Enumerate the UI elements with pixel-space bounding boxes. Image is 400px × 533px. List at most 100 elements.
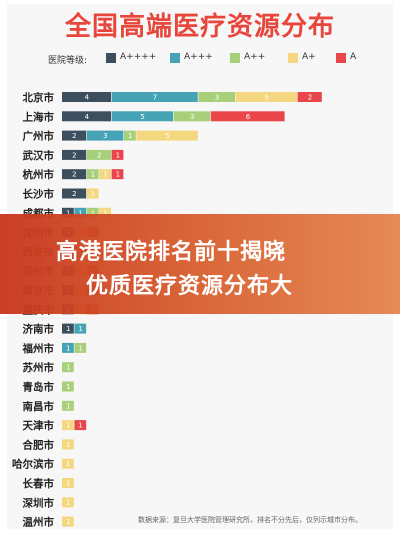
city-label: 温州市 — [23, 516, 55, 529]
bar-segment — [86, 130, 124, 141]
legend-swatch — [170, 53, 180, 63]
bar-segment — [62, 111, 111, 122]
bar-value-label: 1 — [78, 209, 82, 217]
bar-value-label: 3 — [190, 113, 194, 121]
bar-segment — [62, 362, 74, 373]
bar-value-label: 2 — [72, 171, 76, 179]
bar-value-label: 1 — [78, 344, 82, 352]
bar-segment — [62, 92, 111, 102]
bar-segment — [111, 149, 124, 160]
bar-value-label: 5 — [264, 94, 268, 102]
bar-segment — [136, 130, 198, 141]
bar-segment — [62, 516, 74, 527]
bar-segment — [74, 207, 87, 218]
bar-value-label: 1 — [66, 383, 70, 391]
bar-value-label: 7 — [153, 94, 157, 102]
city-label: 深圳市 — [23, 496, 55, 509]
bar-value-label: 1 — [66, 325, 70, 333]
bar-value-label: 1 — [116, 171, 120, 179]
bar-value-label: 1 — [116, 151, 120, 159]
bar-segment — [62, 169, 87, 180]
bar-segment — [297, 92, 322, 102]
bar-value-label: 1 — [66, 518, 70, 526]
city-label: 合肥市 — [22, 438, 55, 451]
city-label: 长沙市 — [23, 188, 55, 201]
bar-value-label: 1 — [91, 209, 95, 217]
city-label: 北京市 — [23, 91, 55, 104]
bar-value-label: 4 — [85, 113, 90, 121]
bar-segment — [173, 111, 211, 122]
bar-value-label: 3 — [103, 132, 107, 140]
legend-text: A — [350, 52, 357, 62]
bar-value-label: 1 — [66, 209, 70, 217]
bar-segment — [62, 439, 74, 450]
bar-value-label: 1 — [103, 209, 107, 217]
city-label: 武汉市 — [23, 149, 55, 162]
bar-segment — [99, 207, 111, 218]
bar-value-label: 4 — [85, 94, 90, 102]
bar-value-label: 1 — [66, 344, 70, 352]
bar-segment — [86, 169, 99, 180]
city-label: 广州市 — [23, 130, 55, 143]
headline-banner: 高港医院排名前十揭晓 优质医疗资源分布大 — [0, 214, 400, 314]
bar-segment — [62, 323, 74, 334]
bar-segment — [74, 342, 87, 353]
city-label: 南昌市 — [23, 400, 55, 413]
city-label: 福州市 — [22, 342, 55, 355]
banner-headline-line2: 优质医疗资源分布大 — [86, 274, 294, 299]
bar-value-label: 3 — [215, 94, 219, 102]
legend-text: A++ — [244, 52, 266, 62]
chart-title: 全国高端医疗资源分布 — [64, 12, 335, 42]
bar-value-label: 1 — [66, 480, 70, 488]
bar-segment — [62, 458, 74, 469]
source-note: 数据来源：复旦大学医院管理研究所。排名不分先后，仅列示城市分布。 — [138, 516, 362, 524]
bar-segment — [62, 497, 74, 508]
bar-value-label: 6 — [246, 113, 251, 121]
city-label: 上海市 — [23, 110, 55, 123]
bar-segment — [99, 169, 111, 180]
bar-value-label: 1 — [78, 422, 82, 430]
bar-value-label: 2 — [72, 132, 76, 140]
bar-segment — [62, 400, 74, 411]
legend: 医院等级: A++++ A+++ A++ A+ A — [0, 50, 400, 68]
bar-value-label: 1 — [78, 325, 82, 333]
bar-value-label: 2 — [97, 151, 101, 159]
bar-segment — [62, 130, 87, 141]
bar-segment — [210, 111, 285, 122]
bar-segment — [124, 130, 136, 141]
bar-segment — [62, 478, 74, 488]
bar-value-label: 2 — [72, 190, 76, 198]
bar-value-label: 1 — [66, 460, 70, 468]
bar-segment — [111, 111, 173, 122]
city-label: 哈尔滨市 — [12, 458, 54, 471]
bar-segment — [111, 169, 124, 180]
bar-value-label: 1 — [128, 132, 132, 140]
bar-segment — [74, 420, 87, 431]
bar-value-label: 1 — [103, 171, 107, 179]
legend-swatch — [336, 53, 346, 63]
bar-segment — [111, 92, 198, 102]
bar-value-label: 1 — [91, 171, 95, 179]
bar-value-label: 5 — [165, 132, 169, 140]
bar-segment — [86, 207, 99, 218]
bar-segment — [62, 188, 87, 199]
bar-segment — [86, 188, 99, 199]
bar-segment — [62, 381, 74, 392]
bar-segment — [198, 92, 235, 102]
bar-value-label: 2 — [308, 94, 312, 102]
bar-value-label: 1 — [66, 499, 70, 507]
bar-value-label: 1 — [66, 364, 70, 372]
city-label: 天津市 — [23, 419, 55, 432]
bar-value-label: 1 — [66, 402, 70, 410]
city-label: 杭州市 — [23, 168, 55, 181]
legend-swatch — [106, 53, 116, 63]
legend-swatch — [230, 53, 240, 63]
bar-value-label: 5 — [140, 113, 144, 121]
legend-swatch — [288, 53, 298, 63]
legend-label: 医院等级: — [48, 56, 88, 66]
legend-text: A+ — [302, 52, 316, 62]
city-label: 苏州市 — [23, 361, 55, 374]
bar-value-label: 1 — [66, 441, 70, 449]
legend-text: A+++ — [184, 52, 213, 62]
city-label: 青岛市 — [23, 381, 55, 394]
